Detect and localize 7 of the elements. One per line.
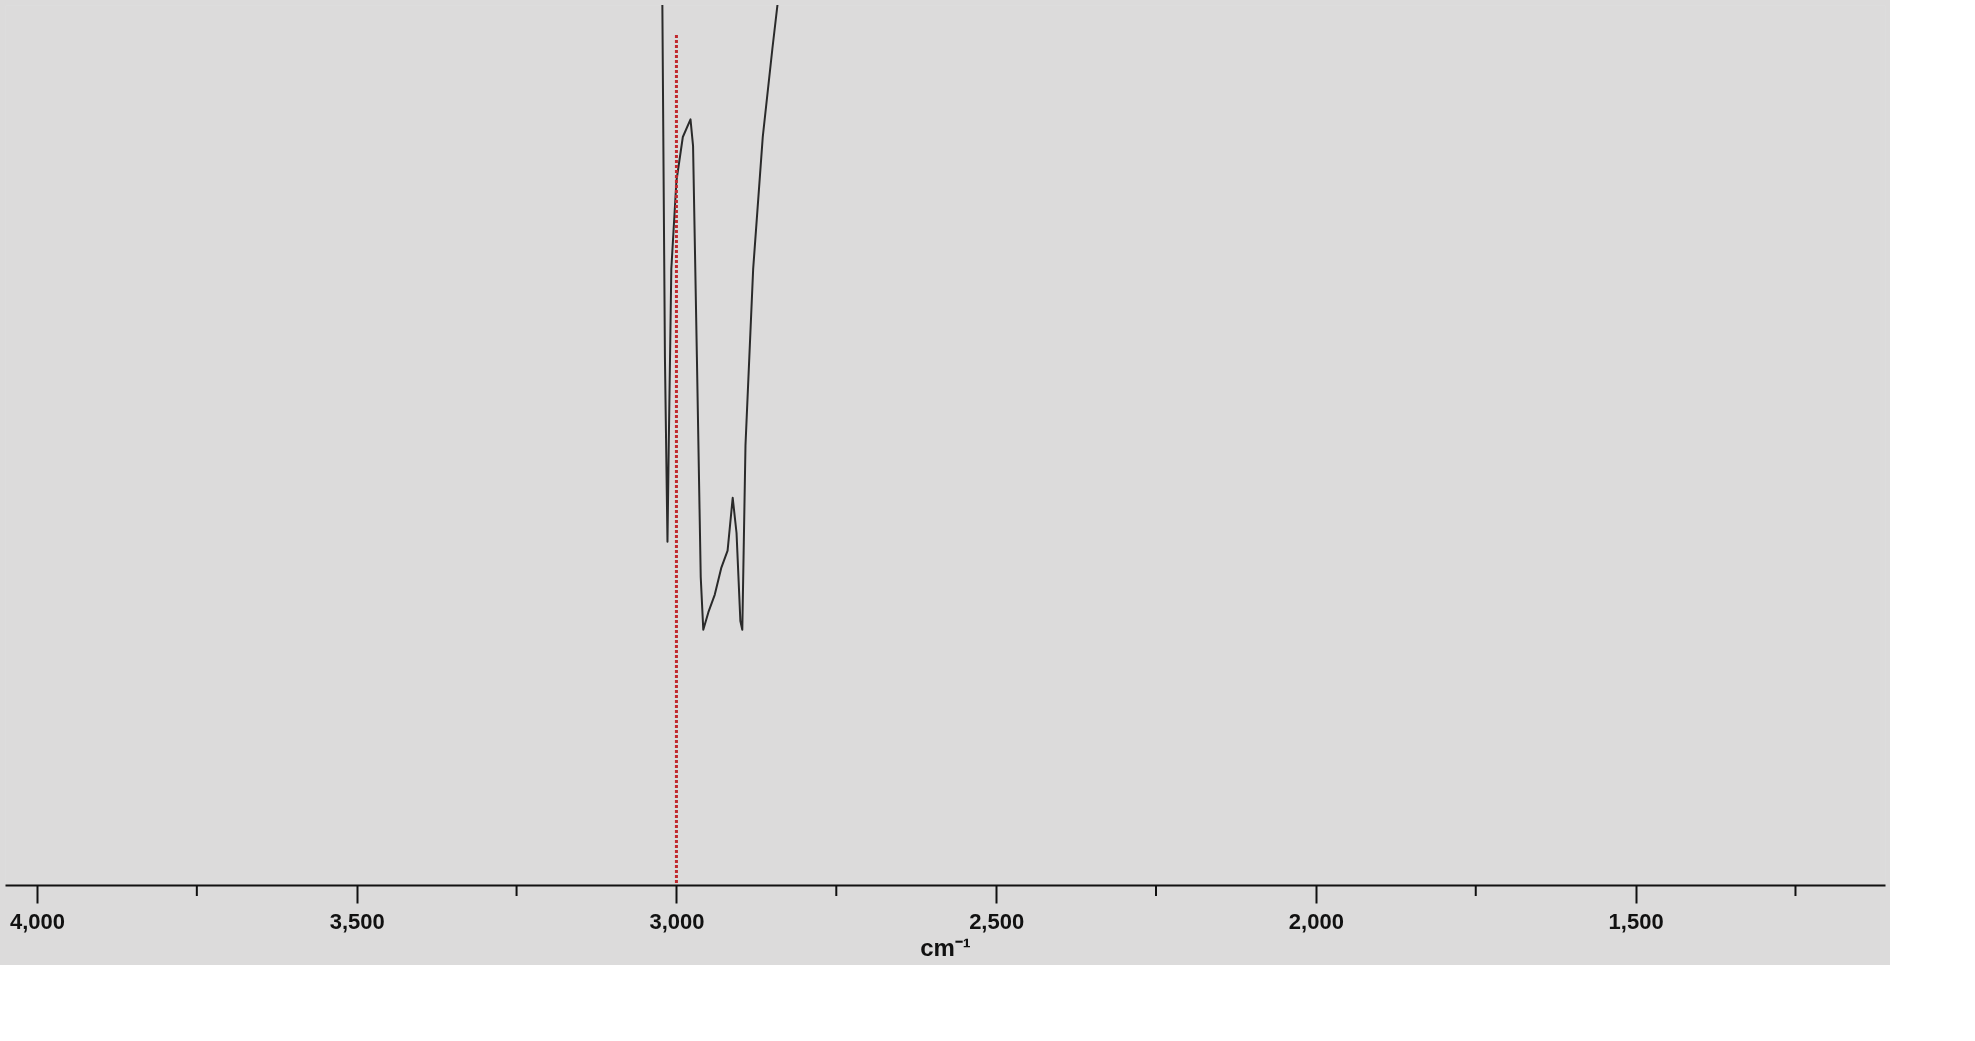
x-tick-label: 3,000: [649, 908, 705, 934]
x-tick-label: 2,500: [969, 908, 1025, 934]
x-tick-label: 4,000: [9, 908, 65, 934]
x-tick-label: 1,500: [1608, 908, 1664, 934]
x-axis-title: cm⁻¹: [920, 933, 971, 961]
x-tick-label: 3,500: [329, 908, 385, 934]
x-tick-label: 2,000: [1288, 908, 1344, 934]
